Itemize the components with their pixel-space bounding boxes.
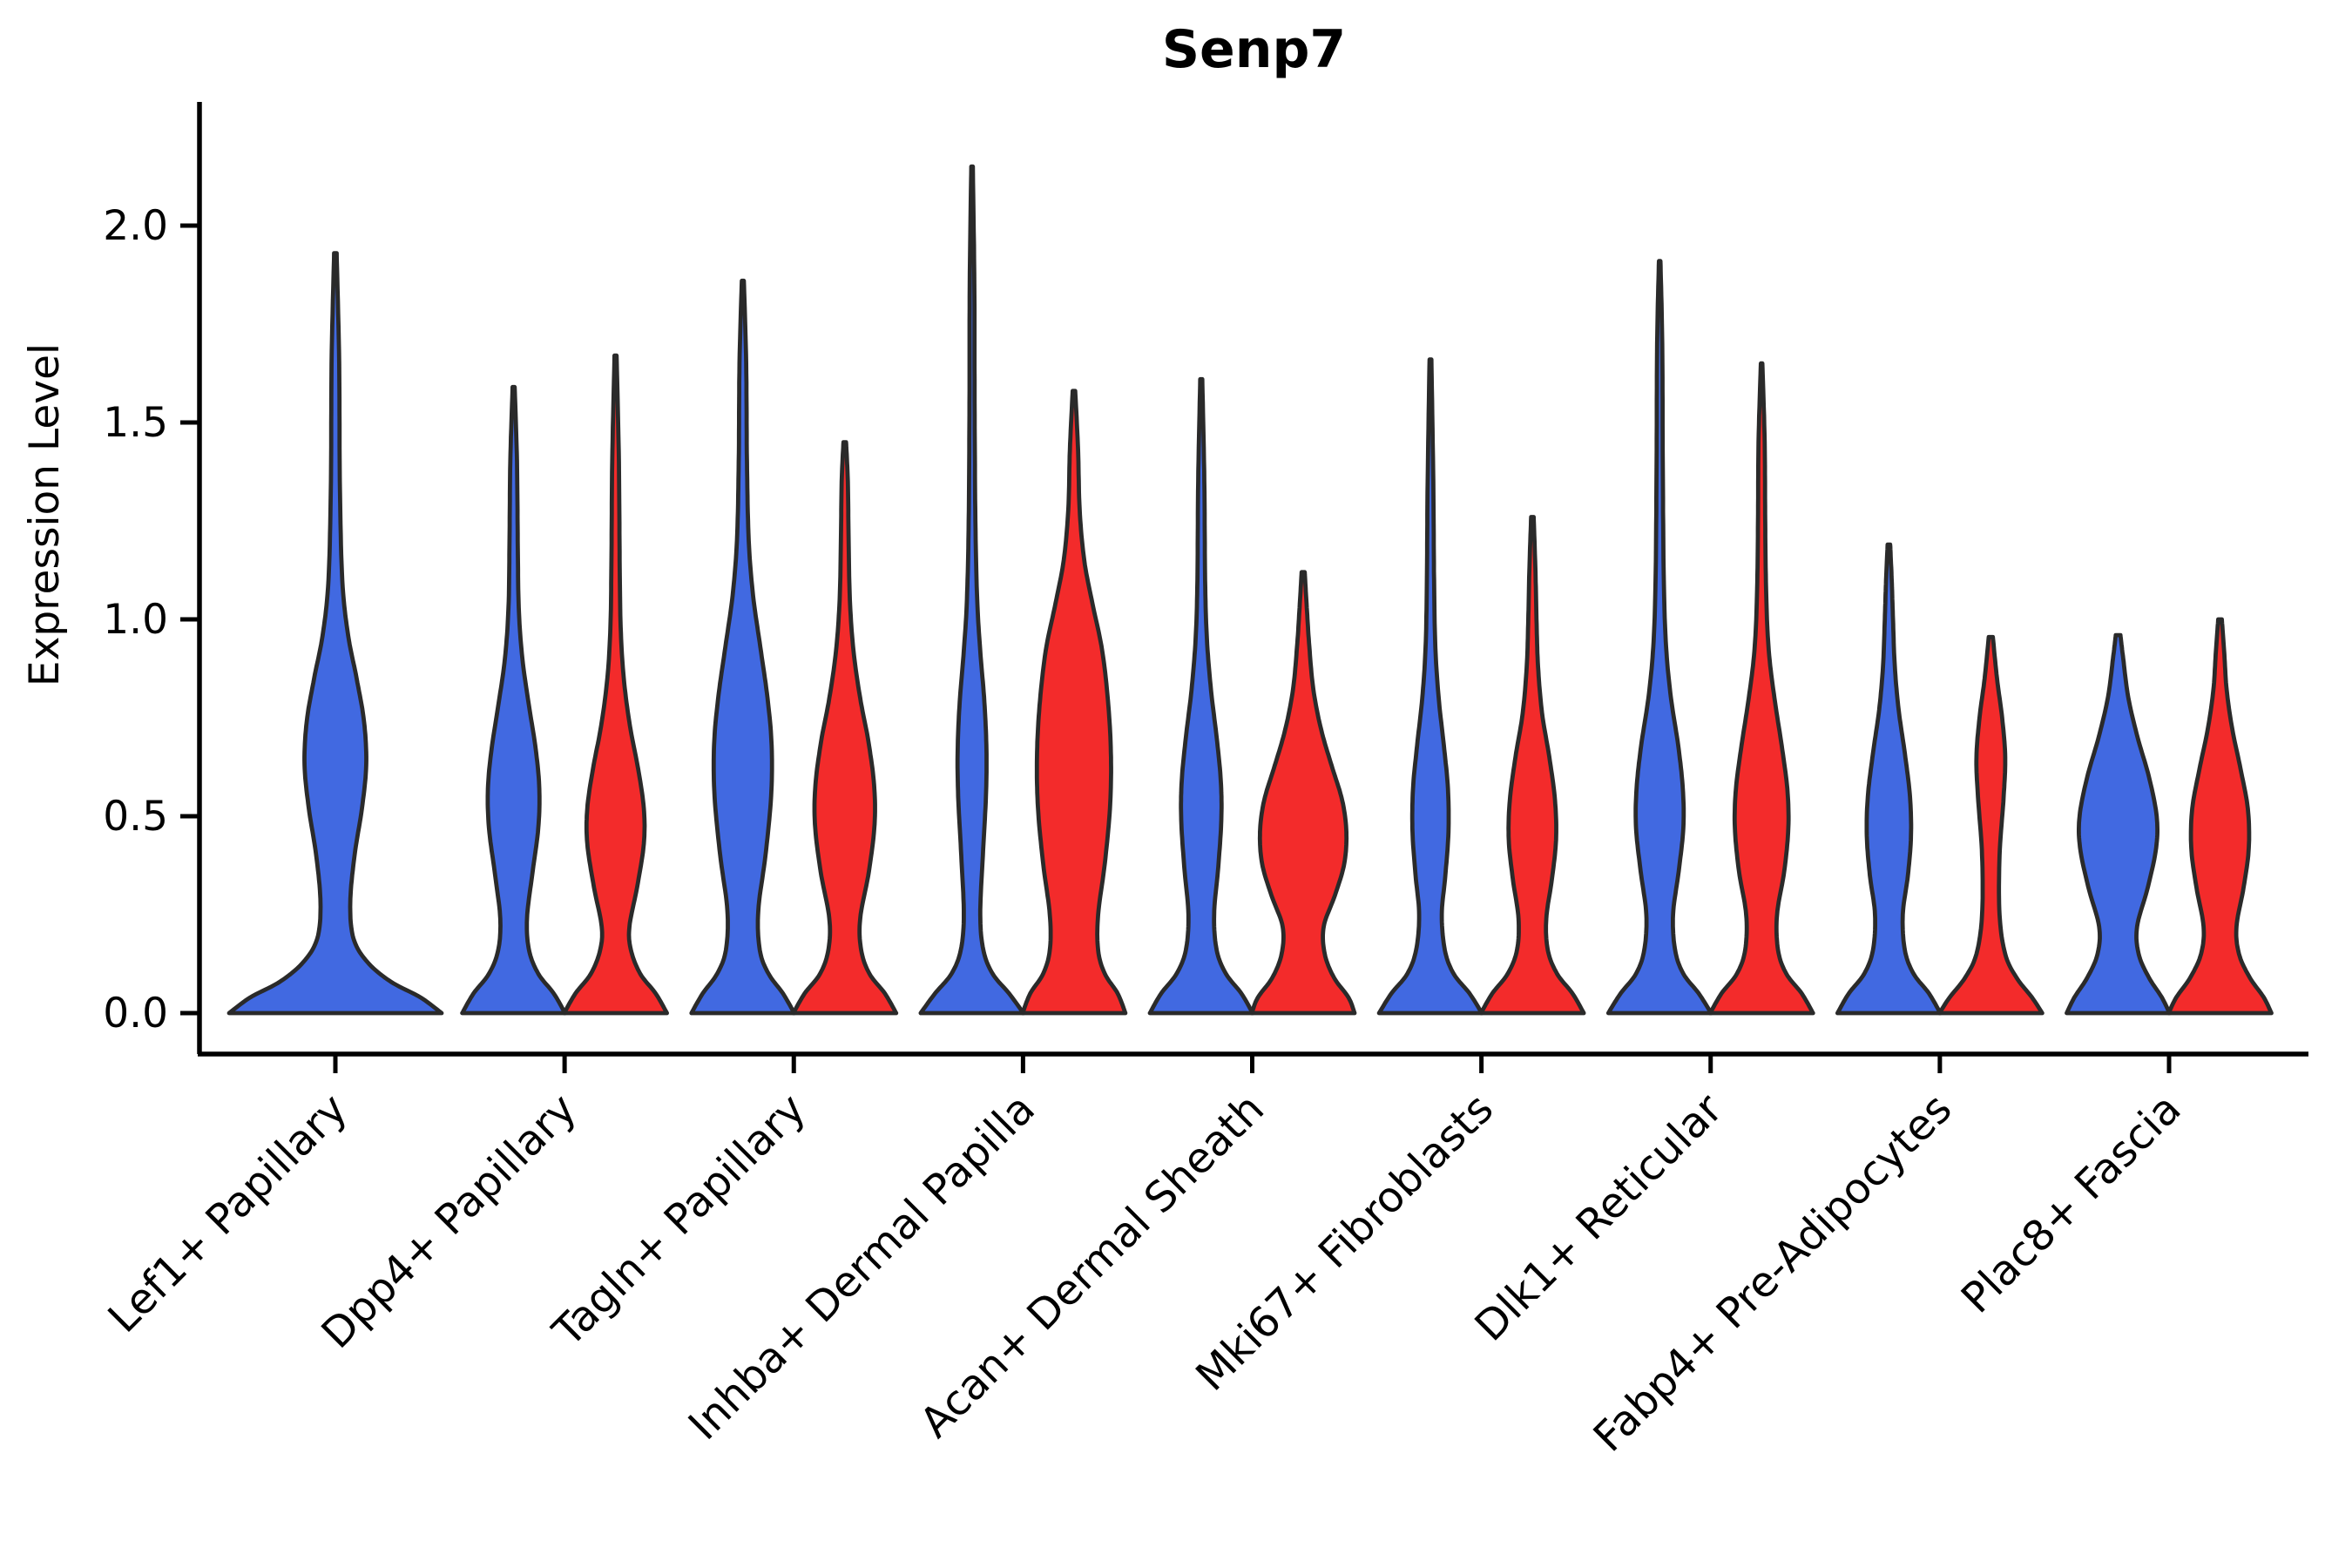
violin-3-blue: [918, 164, 1026, 1016]
y-tick-label: 1.0: [103, 596, 168, 644]
violin-3-red: [1020, 389, 1128, 1016]
x-tick-label-2: Tagln+ Papillary: [543, 1085, 814, 1356]
violin-6-blue: [1605, 259, 1713, 1016]
violin-8-blue: [2065, 632, 2172, 1016]
chart-title: Senp7: [1161, 19, 1347, 80]
violin-4-red: [1249, 570, 1357, 1016]
violin-1-red: [562, 353, 669, 1016]
violin-7-blue: [1835, 542, 1943, 1016]
y-tick-label: 0.0: [103, 990, 168, 1037]
violin-4-blue: [1147, 376, 1255, 1016]
violin-5-blue: [1376, 357, 1484, 1016]
y-tick-label: 2.0: [103, 202, 168, 250]
x-tick-label-8: Plac8+ Fascia: [1952, 1085, 2191, 1323]
violin-8-red: [2166, 617, 2274, 1016]
violin-7-red: [1937, 634, 2044, 1016]
violin-6-red: [1707, 361, 1815, 1016]
violin-0-blue: [226, 251, 444, 1016]
x-tick-label-1: Dpp4+ Papillary: [313, 1085, 586, 1358]
y-tick-label: 0.5: [103, 793, 168, 841]
violin-2-red: [791, 440, 899, 1016]
x-tick-label-6: Dlk1+ Reticular: [1466, 1085, 1733, 1351]
violin-1-blue: [460, 384, 567, 1016]
violin-5-red: [1478, 515, 1586, 1016]
violin-2-blue: [689, 278, 797, 1016]
x-tick-label-0: Lef1+ Papillary: [99, 1085, 357, 1342]
y-tick-label: 1.5: [103, 399, 168, 447]
